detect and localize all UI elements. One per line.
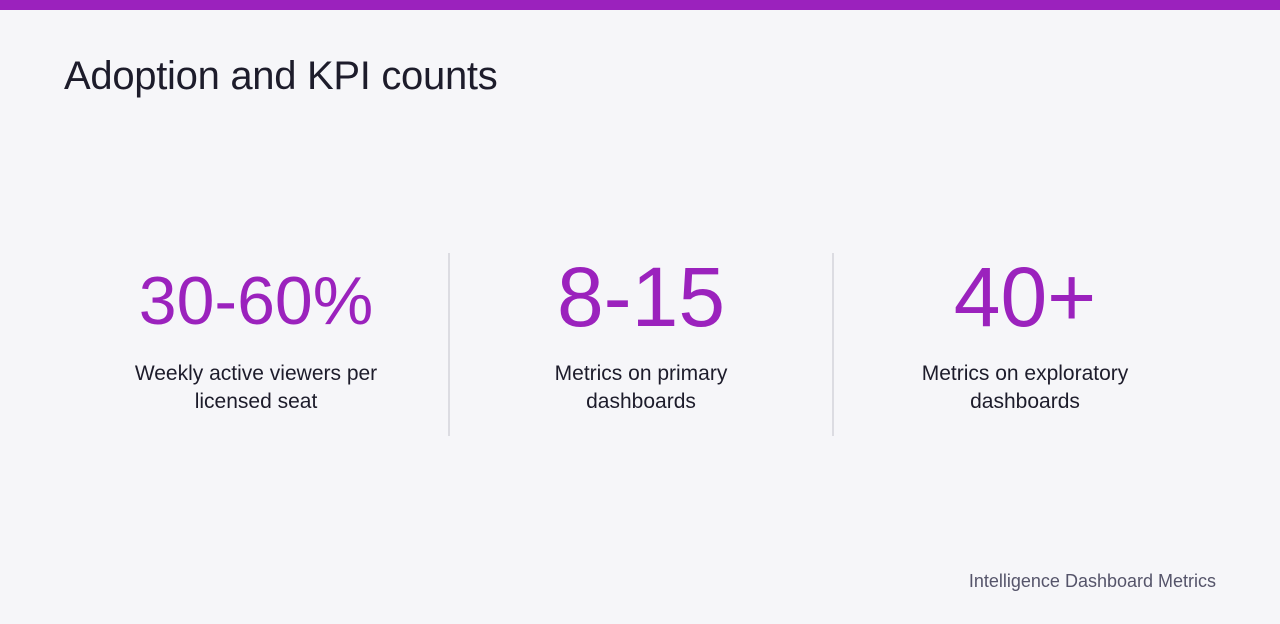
stat-label: Metrics on primary dashboards	[554, 362, 728, 413]
stat-value: 8-15	[556, 250, 726, 344]
stat-label: Weekly active viewers per licensed seat	[134, 362, 378, 413]
top-accent-bar	[0, 0, 1280, 10]
stat-label: Metrics on exploratory dashboards	[921, 362, 1129, 413]
stat-weekly-active-viewers: 30-60% Weekly active viewers per license…	[64, 253, 448, 436]
stats-row: 30-60% Weekly active viewers per license…	[64, 253, 1216, 436]
stat-exploratory-dashboard-metrics: 40+ Metrics on exploratory dashboards	[832, 253, 1216, 436]
stat-value: 40+	[953, 250, 1097, 344]
stat-primary-dashboard-metrics: 8-15 Metrics on primary dashboards	[448, 253, 832, 436]
footer-source: Intelligence Dashboard Metrics	[968, 571, 1216, 591]
page-title: Adoption and KPI counts	[64, 54, 498, 98]
stat-value: 30-60%	[138, 263, 374, 339]
